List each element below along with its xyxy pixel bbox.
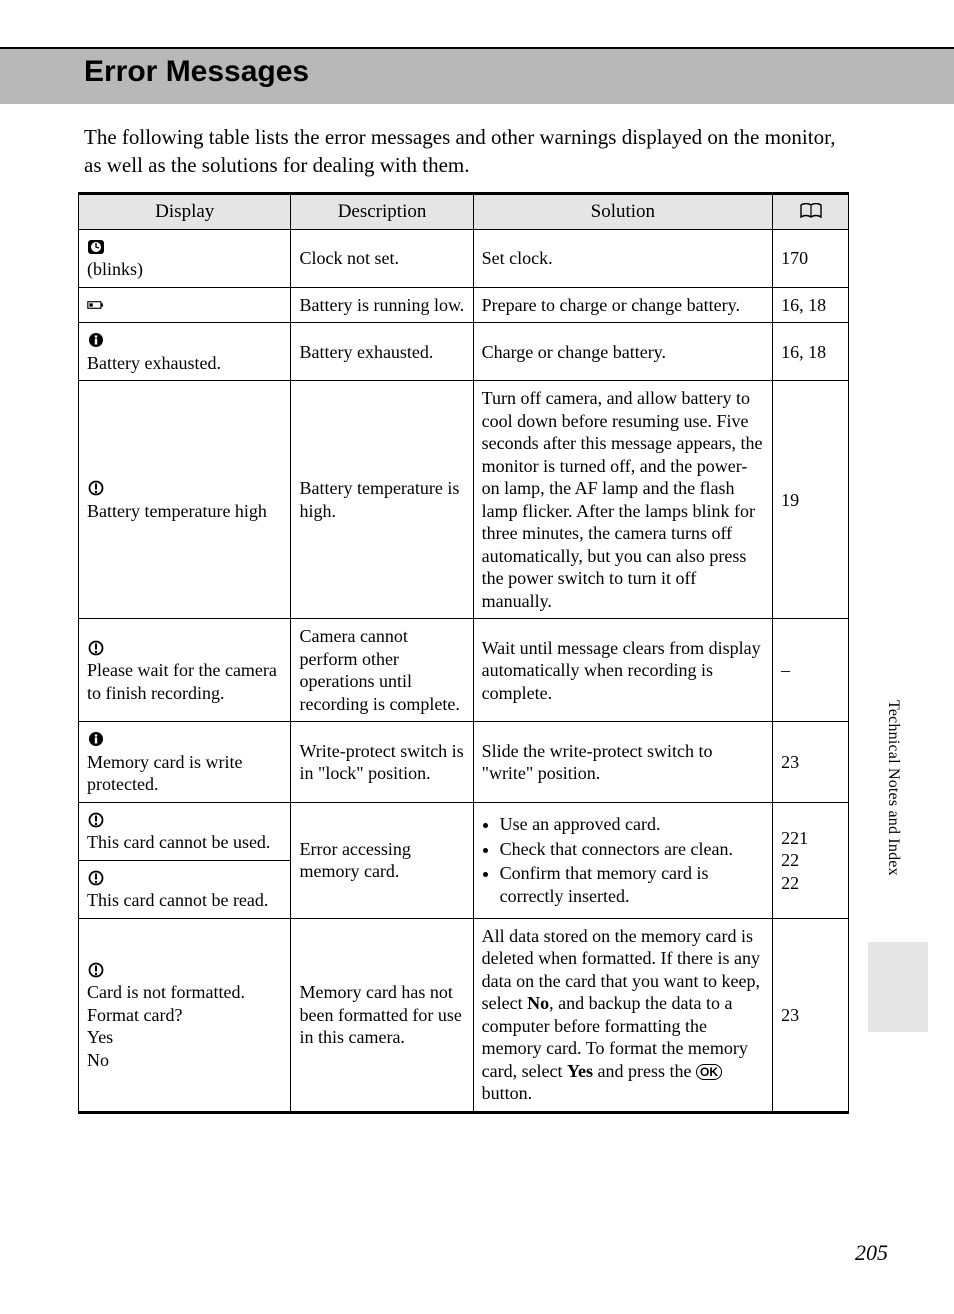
table-row: Please wait for the camera to finish rec…	[79, 619, 849, 722]
cell-display: This card cannot be used. This card cann…	[79, 802, 291, 918]
display-text-b: This card cannot be read.	[87, 890, 268, 910]
ok-button-icon: OK	[696, 1064, 722, 1080]
clock-icon	[87, 237, 105, 257]
th-solution: Solution	[473, 194, 773, 230]
cell-ref: 16, 18	[773, 323, 849, 381]
cell-solution: Use an approved card. Check that connect…	[473, 802, 773, 918]
cell-description: Memory card has not been formatted for u…	[291, 918, 473, 1112]
table-row: Battery temperature high Battery tempera…	[79, 381, 849, 619]
table-header-row: Display Description Solution	[79, 194, 849, 230]
cell-description: Clock not set.	[291, 229, 473, 287]
cell-display: Please wait for the camera to finish rec…	[79, 619, 291, 722]
cell-solution: Prepare to charge or change battery.	[473, 287, 773, 323]
cell-ref: 221 22 22	[773, 802, 849, 918]
cell-ref: –	[773, 619, 849, 722]
table-row: This card cannot be used. This card cann…	[79, 802, 849, 918]
table-row: Card is not formatted. Format card? Yes …	[79, 918, 849, 1112]
display-text-a: This card cannot be used.	[87, 832, 270, 852]
info-solid-icon	[87, 330, 105, 350]
list-item: Use an approved card.	[500, 813, 765, 836]
info-solid-icon	[87, 729, 105, 749]
display-line: Format card?	[87, 1005, 182, 1025]
cell-ref: 19	[773, 381, 849, 619]
warning-circle-icon	[87, 960, 105, 980]
cell-description: Camera cannot perform other operations u…	[291, 619, 473, 722]
table-row: (blinks) Clock not set. Set clock. 170	[79, 229, 849, 287]
page: Error Messages The following table lists…	[0, 0, 954, 1314]
cell-display: Battery exhausted.	[79, 323, 291, 381]
battery-icon	[87, 295, 105, 315]
th-description: Description	[291, 194, 473, 230]
warning-circle-icon	[87, 868, 105, 888]
cell-solution: Slide the write-protect switch to "write…	[473, 722, 773, 803]
cell-description: Battery is running low.	[291, 287, 473, 323]
cell-description: Write-protect switch is in "lock" positi…	[291, 722, 473, 803]
display-line: Card is not formatted.	[87, 982, 245, 1002]
error-messages-table: Display Description Solution (blinks) Cl…	[78, 192, 849, 1114]
cell-solution: Turn off camera, and allow battery to co…	[473, 381, 773, 619]
cell-display: Battery temperature high	[79, 381, 291, 619]
th-display: Display	[79, 194, 291, 230]
cell-ref: 23	[773, 918, 849, 1112]
display-text: (blinks)	[87, 259, 143, 279]
list-item: Check that connectors are clean.	[500, 838, 765, 861]
cell-solution: Wait until message clears from display a…	[473, 619, 773, 722]
display-text: Battery temperature high	[87, 501, 267, 521]
solution-bold: Yes	[567, 1061, 593, 1081]
solution-list: Use an approved card. Check that connect…	[482, 813, 765, 907]
cell-description: Error accessing memory card.	[291, 802, 473, 918]
side-tab-block	[868, 942, 928, 1032]
side-tab-label: Technical Notes and Index	[884, 700, 902, 876]
warning-circle-icon	[87, 638, 105, 658]
book-icon	[799, 201, 823, 222]
cell-solution: Charge or change battery.	[473, 323, 773, 381]
cell-display: Card is not formatted. Format card? Yes …	[79, 918, 291, 1112]
th-reference	[773, 194, 849, 230]
solution-text: and press the	[593, 1061, 696, 1081]
table-row: Memory card is write protected. Write-pr…	[79, 722, 849, 803]
table-row: Battery exhausted. Battery exhausted. Ch…	[79, 323, 849, 381]
display-text: Please wait for the camera to finish rec…	[87, 660, 277, 703]
table-row: Battery is running low. Prepare to charg…	[79, 287, 849, 323]
intro-text: The following table lists the error mess…	[84, 123, 850, 180]
display-text: Battery exhausted.	[87, 353, 221, 373]
page-heading: Error Messages	[84, 55, 309, 89]
cell-display: (blinks)	[79, 229, 291, 287]
cell-display	[79, 287, 291, 323]
solution-bold: No	[527, 993, 549, 1013]
cell-description: Battery temperature is high.	[291, 381, 473, 619]
cell-solution: All data stored on the memory card is de…	[473, 918, 773, 1112]
display-text: Memory card is write protected.	[87, 752, 242, 795]
warning-circle-icon	[87, 478, 105, 498]
solution-text: button.	[482, 1083, 533, 1103]
cell-ref: 23	[773, 722, 849, 803]
warning-circle-icon	[87, 810, 105, 830]
page-number: 205	[855, 1240, 888, 1266]
display-line: Yes	[87, 1027, 113, 1047]
cell-ref: 170	[773, 229, 849, 287]
list-item: Confirm that memory card is correctly in…	[500, 862, 765, 907]
cell-display: Memory card is write protected.	[79, 722, 291, 803]
cell-description: Battery exhausted.	[291, 323, 473, 381]
cell-solution: Set clock.	[473, 229, 773, 287]
cell-ref: 16, 18	[773, 287, 849, 323]
display-line: No	[87, 1050, 109, 1070]
